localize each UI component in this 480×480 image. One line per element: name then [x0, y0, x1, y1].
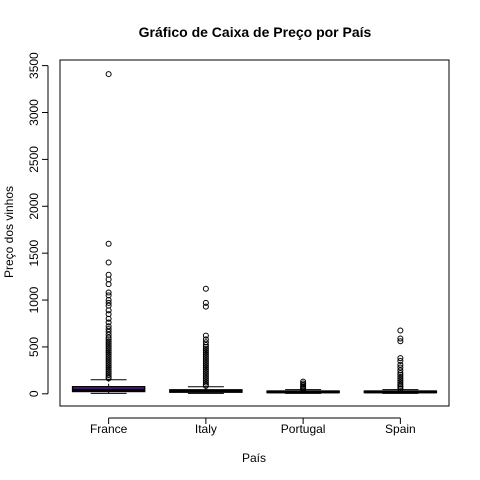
outlier-point — [202, 355, 209, 362]
outlier-point — [105, 345, 112, 352]
outlier-point — [105, 281, 112, 288]
outlier-point — [105, 71, 112, 78]
outlier-point — [202, 332, 209, 339]
outlier-point — [202, 358, 209, 365]
outlier-point — [105, 340, 112, 347]
outlier-point — [202, 370, 209, 377]
x-axis: France Italy Portugal Spain — [90, 417, 416, 436]
outlier-point — [105, 368, 112, 375]
outlier-point — [202, 362, 209, 369]
outlier-point — [202, 343, 209, 350]
outlier-point — [105, 358, 112, 365]
outlier-point — [105, 362, 112, 369]
y-tick-label: 0 — [27, 390, 41, 397]
outlier-point — [105, 372, 112, 379]
outlier-point — [105, 319, 112, 326]
outlier-point — [105, 307, 112, 314]
outlier-point — [397, 355, 404, 362]
outlier-point — [105, 357, 112, 364]
box-portugal — [266, 378, 340, 394]
outlier-point — [105, 351, 112, 358]
outlier-point — [202, 382, 209, 389]
boxes-layer — [71, 71, 438, 394]
outlier-point — [105, 349, 112, 356]
chart-title: Gráfico de Caixa de Preço por País — [139, 24, 372, 40]
outlier-point — [105, 299, 112, 306]
outlier-point — [202, 368, 209, 375]
outlier-point — [202, 373, 209, 380]
outlier-point — [397, 373, 404, 380]
outlier-point — [202, 353, 209, 360]
y-tick-label: 500 — [27, 337, 41, 357]
outlier-point — [397, 338, 404, 345]
outlier-point — [105, 366, 112, 373]
outlier-point — [105, 353, 112, 360]
outlier-point — [105, 343, 112, 350]
outlier-point — [105, 355, 112, 362]
x-tick-label: Portugal — [281, 422, 326, 436]
outlier-point — [105, 289, 112, 296]
outlier-point — [105, 375, 112, 382]
outlier-point — [397, 375, 404, 382]
outlier-point — [202, 342, 209, 349]
y-tick-label: 3000 — [27, 99, 41, 126]
outlier-point — [397, 335, 404, 342]
outlier-point — [105, 240, 112, 247]
outlier-point — [105, 347, 112, 354]
outlier-point — [105, 323, 112, 330]
x-tick-label: Italy — [195, 422, 217, 436]
y-tick-label: 1000 — [27, 286, 41, 313]
outlier-point — [202, 303, 209, 310]
y-tick-label: 2500 — [27, 146, 41, 173]
outlier-point — [105, 259, 112, 266]
outlier-point — [397, 385, 404, 392]
y-axis-label: Preço dos vinhos — [2, 186, 16, 278]
outlier-point — [202, 349, 209, 356]
y-tick-label: 1500 — [27, 239, 41, 266]
outlier-point — [397, 361, 404, 368]
box-italy — [169, 285, 243, 394]
outlier-point — [105, 328, 112, 335]
x-tick-label: Spain — [385, 422, 416, 436]
outlier-point — [105, 364, 112, 371]
outlier-point — [202, 366, 209, 373]
outlier-point — [300, 386, 307, 393]
outlier-point — [202, 351, 209, 358]
y-tick-label: 3500 — [27, 52, 41, 79]
x-tick-label: France — [90, 422, 128, 436]
outlier-point — [105, 326, 112, 333]
outlier-point — [202, 285, 209, 292]
plot-frame — [59, 59, 450, 407]
outlier-point — [397, 364, 404, 371]
outlier-point — [397, 357, 404, 364]
outlier-point — [105, 297, 112, 304]
outlier-point — [202, 360, 209, 367]
outlier-point — [202, 336, 209, 343]
outlier-point — [202, 347, 209, 354]
outlier-point — [105, 315, 112, 322]
outlier-point — [105, 338, 112, 345]
y-axis: 0 500 1000 1500 2000 2500 3000 3500 — [27, 52, 49, 397]
x-axis-label: País — [242, 451, 266, 465]
outlier-point — [202, 299, 209, 306]
outlier-point — [105, 342, 112, 349]
outlier-point — [202, 375, 209, 382]
outlier-point — [202, 372, 209, 379]
outlier-point — [202, 379, 209, 386]
outlier-point — [397, 372, 404, 379]
outlier-point — [397, 327, 404, 334]
outlier-point — [105, 360, 112, 367]
y-tick-label: 2000 — [27, 193, 41, 220]
outlier-point — [105, 334, 112, 341]
outlier-point — [397, 370, 404, 377]
outlier-point — [202, 357, 209, 364]
box-france — [71, 71, 146, 394]
box-spain — [363, 327, 438, 394]
outlier-point — [202, 364, 209, 371]
outlier-point — [105, 336, 112, 343]
outlier-point — [202, 345, 209, 352]
